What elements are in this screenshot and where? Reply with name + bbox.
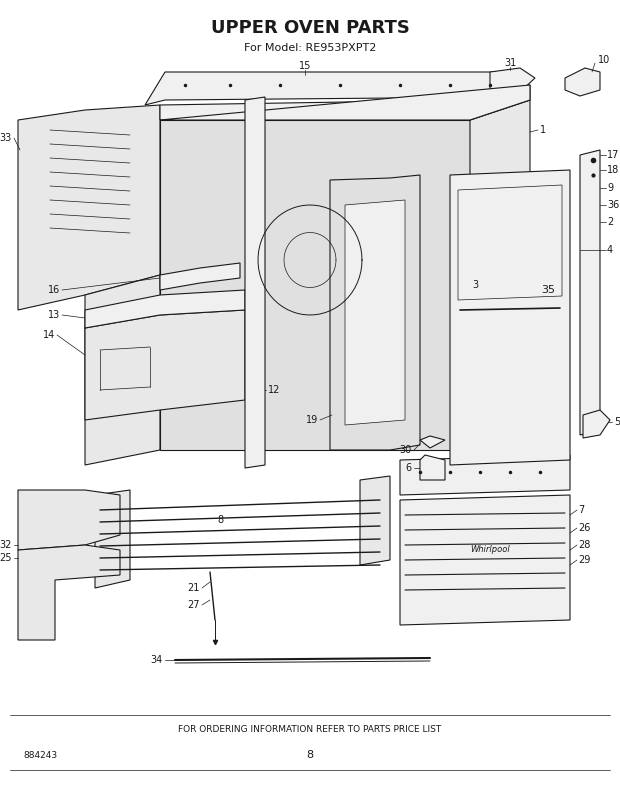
Text: For Model: RE953PXPT2: For Model: RE953PXPT2 — [244, 43, 376, 53]
Text: UPPER OVEN PARTS: UPPER OVEN PARTS — [211, 19, 409, 37]
Polygon shape — [18, 545, 120, 640]
Text: 34: 34 — [151, 655, 163, 665]
Polygon shape — [470, 100, 530, 450]
Text: 31: 31 — [504, 58, 516, 68]
Polygon shape — [345, 200, 405, 425]
Text: Whirlpool: Whirlpool — [470, 545, 510, 554]
Polygon shape — [85, 290, 245, 328]
Text: 8: 8 — [217, 515, 223, 525]
Text: 5: 5 — [614, 417, 620, 427]
Polygon shape — [400, 495, 570, 625]
Polygon shape — [245, 97, 265, 468]
Text: 16: 16 — [48, 285, 60, 295]
Polygon shape — [450, 170, 570, 465]
Polygon shape — [85, 275, 160, 465]
Polygon shape — [160, 85, 530, 120]
Text: 19: 19 — [306, 415, 318, 425]
Text: 14: 14 — [43, 330, 55, 340]
Polygon shape — [583, 410, 610, 438]
Text: 30: 30 — [400, 445, 412, 455]
Polygon shape — [580, 150, 600, 435]
Text: 2: 2 — [607, 217, 613, 227]
Text: FOR ORDERING INFORMATION REFER TO PARTS PRICE LIST: FOR ORDERING INFORMATION REFER TO PARTS … — [179, 725, 441, 734]
Text: 6: 6 — [406, 463, 412, 473]
Polygon shape — [565, 68, 600, 96]
Polygon shape — [360, 476, 390, 565]
Polygon shape — [160, 263, 240, 290]
Polygon shape — [145, 72, 510, 105]
Text: 29: 29 — [578, 555, 590, 565]
Text: 17: 17 — [607, 150, 619, 160]
Polygon shape — [160, 120, 470, 450]
Text: 8: 8 — [306, 750, 314, 760]
Text: 15: 15 — [299, 61, 311, 71]
Polygon shape — [95, 490, 130, 588]
Polygon shape — [400, 455, 570, 495]
Polygon shape — [85, 310, 245, 420]
Polygon shape — [160, 85, 530, 120]
Text: 33: 33 — [0, 133, 12, 143]
Text: 10: 10 — [598, 55, 610, 65]
Text: 12: 12 — [268, 385, 280, 395]
Text: 35: 35 — [541, 285, 555, 295]
Polygon shape — [420, 436, 445, 448]
Text: 32: 32 — [0, 540, 12, 550]
Text: 21: 21 — [188, 583, 200, 593]
Polygon shape — [420, 455, 445, 480]
Text: 4: 4 — [607, 245, 613, 255]
Polygon shape — [18, 105, 160, 310]
Text: 28: 28 — [578, 540, 590, 550]
Text: 9: 9 — [607, 183, 613, 193]
Text: 36: 36 — [607, 200, 619, 210]
Text: 1: 1 — [540, 125, 546, 135]
Text: 3: 3 — [472, 280, 478, 290]
Text: 27: 27 — [187, 600, 200, 610]
Text: 7: 7 — [578, 505, 584, 515]
Polygon shape — [18, 490, 120, 550]
Text: 884243: 884243 — [23, 751, 57, 759]
Polygon shape — [490, 68, 535, 95]
Text: 25: 25 — [0, 553, 12, 563]
Text: 18: 18 — [607, 165, 619, 175]
Text: 13: 13 — [48, 310, 60, 320]
Text: 26: 26 — [578, 523, 590, 533]
